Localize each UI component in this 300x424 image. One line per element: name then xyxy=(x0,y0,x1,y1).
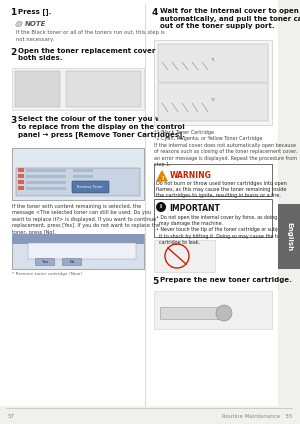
Text: 2: 2 xyxy=(10,48,16,57)
Bar xyxy=(154,291,272,329)
Text: 3: 3 xyxy=(10,116,16,125)
Text: *2: *2 xyxy=(211,98,215,102)
Bar xyxy=(12,234,144,244)
Bar xyxy=(73,181,93,184)
Bar xyxy=(154,40,272,125)
Bar xyxy=(12,234,144,269)
Text: 4: 4 xyxy=(152,8,158,17)
Bar xyxy=(73,187,93,190)
Text: No: No xyxy=(69,260,75,264)
Bar xyxy=(18,186,24,190)
Bar xyxy=(158,83,268,121)
FancyBboxPatch shape xyxy=(62,259,82,265)
FancyBboxPatch shape xyxy=(72,181,109,193)
Text: Yes: Yes xyxy=(42,260,48,264)
Bar xyxy=(28,243,136,259)
Text: Do not burn or throw used toner cartridges into open
flames, as this may cause t: Do not burn or throw used toner cartridg… xyxy=(156,181,287,198)
FancyBboxPatch shape xyxy=(35,259,55,265)
Bar xyxy=(160,307,220,319)
Text: 1: 1 xyxy=(10,8,16,17)
Bar xyxy=(26,187,66,190)
Text: i: i xyxy=(160,204,162,209)
Circle shape xyxy=(156,202,166,212)
Bar xyxy=(66,71,141,107)
Text: English: English xyxy=(286,222,292,251)
Bar xyxy=(278,204,300,269)
Bar xyxy=(18,168,24,172)
Text: *1 Black Toner Cartridge
*2 Cyan, Magenta, or Yellow Toner Cartridge
If the inte: *1 Black Toner Cartridge *2 Cyan, Magent… xyxy=(154,130,298,167)
Text: IMPORTANT: IMPORTANT xyxy=(169,204,220,213)
Text: Remove Toner: Remove Toner xyxy=(77,185,103,189)
Text: Routine Maintenance   55: Routine Maintenance 55 xyxy=(222,413,292,418)
Bar xyxy=(26,181,66,184)
Bar xyxy=(18,174,24,178)
Bar xyxy=(12,148,144,200)
Polygon shape xyxy=(157,171,167,181)
Text: If the Black toner or all of the toners run out, this step is
not necessary.: If the Black toner or all of the toners … xyxy=(16,30,165,42)
Bar xyxy=(73,175,93,178)
Text: • Do not open the internal cover by force, as doing so
  may damage the machine.: • Do not open the internal cover by forc… xyxy=(156,215,288,245)
Text: 57: 57 xyxy=(8,413,15,418)
Text: Prepare the new toner cartridge.: Prepare the new toner cartridge. xyxy=(160,277,292,283)
Text: WARNING: WARNING xyxy=(170,171,212,180)
Bar xyxy=(18,180,24,184)
Text: If the toner with content remaining is selected, the
message <The selected toner: If the toner with content remaining is s… xyxy=(12,204,160,234)
Bar xyxy=(26,169,66,172)
Bar xyxy=(158,44,268,82)
Bar xyxy=(16,168,140,196)
Bar xyxy=(154,199,272,237)
Text: 5: 5 xyxy=(152,277,158,286)
Text: Wait for the internal cover to open
automatically, and pull the toner cartridge
: Wait for the internal cover to open auto… xyxy=(160,8,300,29)
Text: !: ! xyxy=(161,176,163,181)
Text: Select the colour of the toner you want
to replace from the display on the contr: Select the colour of the toner you want … xyxy=(18,116,185,138)
Text: Press [].: Press []. xyxy=(18,8,51,15)
Text: * Remove toner cartridge (New): * Remove toner cartridge (New) xyxy=(12,272,82,276)
Bar xyxy=(26,175,66,178)
Bar xyxy=(154,240,215,272)
Bar xyxy=(12,68,144,110)
Text: *1: *1 xyxy=(211,58,215,62)
Text: NOTE: NOTE xyxy=(25,21,46,27)
Text: Open the toner replacement cover holding
both sides.: Open the toner replacement cover holding… xyxy=(18,48,188,61)
Circle shape xyxy=(216,305,232,321)
Bar xyxy=(73,169,93,172)
Ellipse shape xyxy=(16,21,22,27)
Bar xyxy=(154,164,272,196)
Bar xyxy=(15,71,60,107)
